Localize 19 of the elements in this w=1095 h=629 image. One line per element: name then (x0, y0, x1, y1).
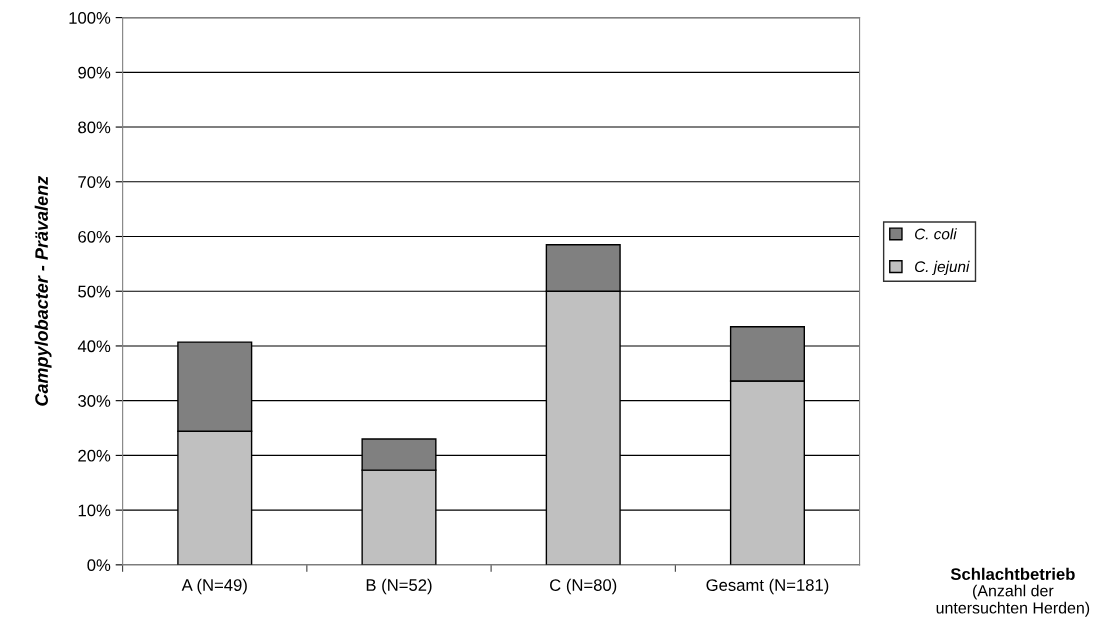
legend-label: C. jejuni (915, 260, 970, 276)
legend-label: C. coli (915, 228, 957, 240)
y-tick-label: 70% (78, 176, 111, 188)
x-tick-label: A (N=49) (181, 578, 247, 595)
y-tick-label: 30% (78, 395, 111, 407)
y-tick-label: 20% (78, 449, 111, 462)
y-axis-title: Campylobacter - Prävalenz (34, 175, 52, 406)
y-tick-label: 100% (69, 12, 111, 24)
y-tick-label: 50% (78, 285, 111, 298)
x-tick-label: C (N=80) (550, 578, 617, 595)
y-tick-label: 10% (78, 504, 111, 517)
x-tick-label: B (N=52) (366, 578, 432, 595)
x-tick-label: Gesamt (N=181) (706, 578, 829, 595)
y-tick-label: 0% (87, 559, 111, 572)
y-tick-label: 40% (77, 340, 111, 353)
y-tick-label: 90% (78, 66, 111, 79)
y-tick-label: 60% (78, 230, 111, 243)
y-tick-label: 80% (78, 121, 111, 134)
x-axis-title: Schlachtbetrieb (Anzahl der untersuchten Herden) (936, 567, 1090, 617)
